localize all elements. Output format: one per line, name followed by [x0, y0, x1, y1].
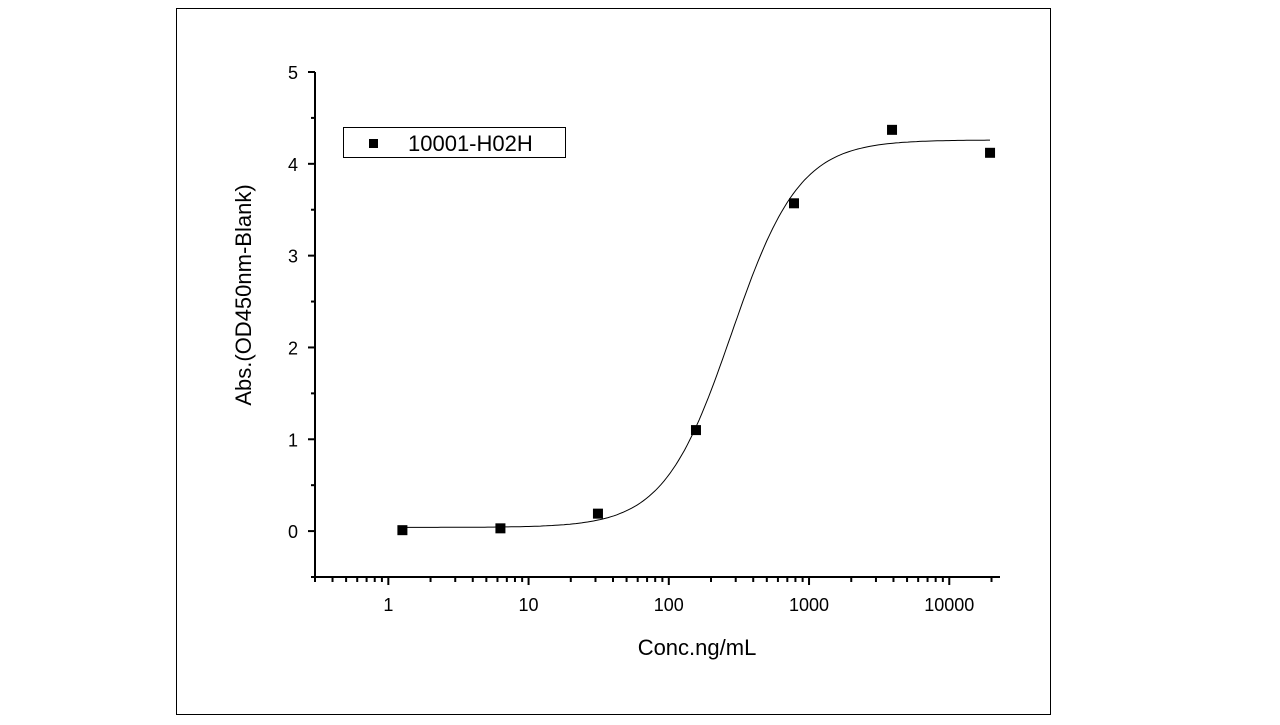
- x-tick-label: 1: [383, 595, 393, 615]
- y-tick-label: 0: [288, 522, 298, 542]
- y-tick-label: 2: [288, 338, 298, 358]
- legend-box: [343, 127, 566, 158]
- y-tick-label: 3: [288, 247, 298, 267]
- y-axis-label: Abs.(OD450nm-Blank): [231, 184, 256, 405]
- data-point: [690, 425, 701, 436]
- x-tick-label: 10000: [924, 595, 974, 615]
- data-points: [397, 124, 996, 536]
- y-tick-label: 4: [288, 155, 298, 175]
- data-point: [592, 508, 603, 519]
- data-point: [887, 124, 898, 135]
- legend: 10001-H02H: [343, 127, 566, 158]
- data-point: [495, 523, 506, 534]
- x-tick-label: 1000: [789, 595, 829, 615]
- y-tick-label: 1: [288, 430, 298, 450]
- fit-curve: [402, 139, 990, 528]
- y-tick-label: 5: [288, 63, 298, 83]
- data-point: [985, 147, 996, 158]
- chart-frame: [176, 8, 1051, 715]
- x-tick-label: 10: [519, 595, 539, 615]
- data-point: [789, 198, 800, 209]
- legend-marker-square: [369, 139, 378, 148]
- axes: 0 1 2 3 4 5 1 10 100 1000 10000: [288, 63, 1000, 615]
- data-point: [397, 525, 408, 536]
- legend-label: 10001-H02H: [408, 131, 533, 156]
- fit-curve-group: [402, 139, 990, 528]
- x-axis-label: Conc.ng/mL: [638, 635, 757, 660]
- x-tick-label: 100: [654, 595, 684, 615]
